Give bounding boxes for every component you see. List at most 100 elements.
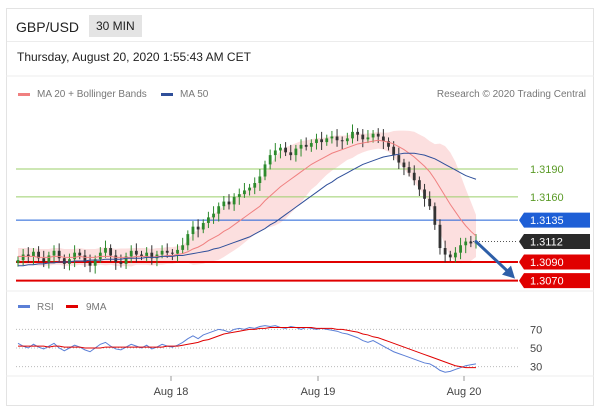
- candle-body: [381, 136, 385, 142]
- candle-body: [207, 217, 210, 223]
- ma9-legend-swatch: [66, 305, 78, 308]
- bollinger-band: [18, 130, 476, 267]
- candle-body: [412, 172, 416, 181]
- candle-body: [16, 260, 20, 263]
- candle-body: [253, 182, 257, 188]
- candle-body: [217, 206, 221, 214]
- candle-body: [26, 254, 30, 257]
- rsi-line: [17, 325, 477, 373]
- candle-body: [340, 140, 344, 142]
- time-tick-label: Aug 19: [301, 386, 336, 398]
- level-tag-1.3090: [519, 254, 590, 270]
- candle-body: [361, 134, 365, 140]
- timestamp: Thursday, August 20, 2020 1:55:43 AM CET: [17, 50, 251, 64]
- level-label-1.3070: 1.3070: [530, 276, 564, 288]
- candle-body: [263, 164, 267, 177]
- candle-body: [459, 245, 462, 253]
- rsi-panel: 70 50 30: [16, 324, 542, 374]
- candle-body: [268, 155, 272, 165]
- forecast-arrow: [474, 240, 515, 279]
- candle-body: [201, 222, 205, 230]
- level-label-1.3190: 1.3190: [530, 164, 564, 176]
- bollinger-band-area: [18, 130, 476, 267]
- candle-body: [109, 248, 113, 256]
- timeframe-badge[interactable]: 30 MIN: [89, 15, 142, 37]
- moving-averages: [18, 139, 477, 267]
- candle-body: [47, 255, 51, 262]
- candle-body: [170, 252, 174, 254]
- ma20-legend-label: MA 20 + Bollinger Bands: [37, 89, 147, 100]
- candle-body: [165, 250, 169, 253]
- candle-body: [191, 226, 195, 235]
- candle-body: [284, 147, 287, 153]
- credit-label: Research © 2020 Trading Central: [437, 89, 586, 100]
- chart-widget: GBP/USD 30 MIN Thursday, August 20, 2020…: [6, 8, 594, 406]
- price-levels: 1.3190 1.3160 1.3135 1.3112 1.3090 1.3070: [16, 164, 590, 289]
- candle-body: [145, 252, 149, 257]
- ma20-legend-swatch: [18, 93, 30, 96]
- candle-body: [273, 150, 277, 156]
- candle-body: [42, 258, 46, 262]
- instrument-pair: GBP/USD: [16, 19, 80, 35]
- candle-body: [93, 259, 97, 266]
- rsi-tick-50: 50: [530, 343, 542, 355]
- ma50-legend-label: MA 50: [180, 89, 209, 100]
- candle-body: [392, 146, 396, 156]
- candle-body: [160, 250, 164, 255]
- candle-body: [320, 139, 324, 143]
- candle-body: [304, 144, 308, 147]
- candle-body: [237, 194, 241, 197]
- candle-body: [78, 252, 82, 256]
- candle-body: [289, 152, 293, 156]
- candle-body: [232, 196, 236, 205]
- candle-body: [402, 162, 406, 168]
- candle-body: [37, 251, 40, 259]
- ma50-legend-swatch: [161, 93, 173, 96]
- rsi-legend: RSI 9MA: [18, 302, 107, 313]
- candle-body: [325, 138, 329, 143]
- widget-header: GBP/USD 30 MIN: [7, 9, 593, 42]
- time-tick-label: Aug 18: [154, 386, 189, 398]
- rsi-legend-label: RSI: [37, 302, 54, 313]
- level-tag-1.3070: [519, 273, 590, 289]
- candle-body: [150, 252, 154, 259]
- rsi-tick-30: 30: [530, 362, 542, 374]
- level-tag-1.3135: [519, 212, 590, 228]
- candle-body: [32, 251, 35, 257]
- candle-body: [73, 252, 77, 260]
- candle-body: [21, 254, 25, 261]
- candle-body: [52, 250, 56, 256]
- rsi-legend-swatch: [18, 305, 30, 308]
- candle-body: [222, 201, 226, 207]
- candle-body: [448, 254, 452, 258]
- candle-body: [243, 190, 246, 195]
- price-candles: [16, 124, 478, 274]
- candle-body: [356, 131, 360, 135]
- candle-body: [417, 180, 421, 190]
- candle-body: [464, 241, 468, 246]
- candle-body: [351, 131, 354, 139]
- candle-body: [186, 234, 190, 246]
- candle-body: [345, 138, 349, 142]
- rsi-tick-70: 70: [530, 324, 542, 336]
- candle-body: [181, 245, 185, 250]
- candle-body: [407, 167, 411, 173]
- level-label-1.3112: 1.3112: [530, 237, 563, 249]
- candle-body: [433, 206, 437, 225]
- level-label-1.3160: 1.3160: [530, 192, 564, 204]
- candle-body: [124, 256, 128, 264]
- candle-body: [227, 201, 231, 205]
- candle-body: [57, 250, 61, 259]
- candle-body: [335, 136, 339, 141]
- level-label-1.3090: 1.3090: [530, 257, 564, 269]
- candle-body: [104, 248, 107, 253]
- candle-body: [469, 241, 473, 244]
- ma9-legend-label: 9MA: [86, 302, 107, 313]
- candle-body: [366, 137, 370, 140]
- time-tick-label: Aug 20: [447, 386, 482, 398]
- candle-body: [140, 254, 143, 257]
- candle-body: [438, 224, 442, 249]
- candle-body: [330, 136, 334, 139]
- forecast-arrow-shaft: [474, 240, 511, 275]
